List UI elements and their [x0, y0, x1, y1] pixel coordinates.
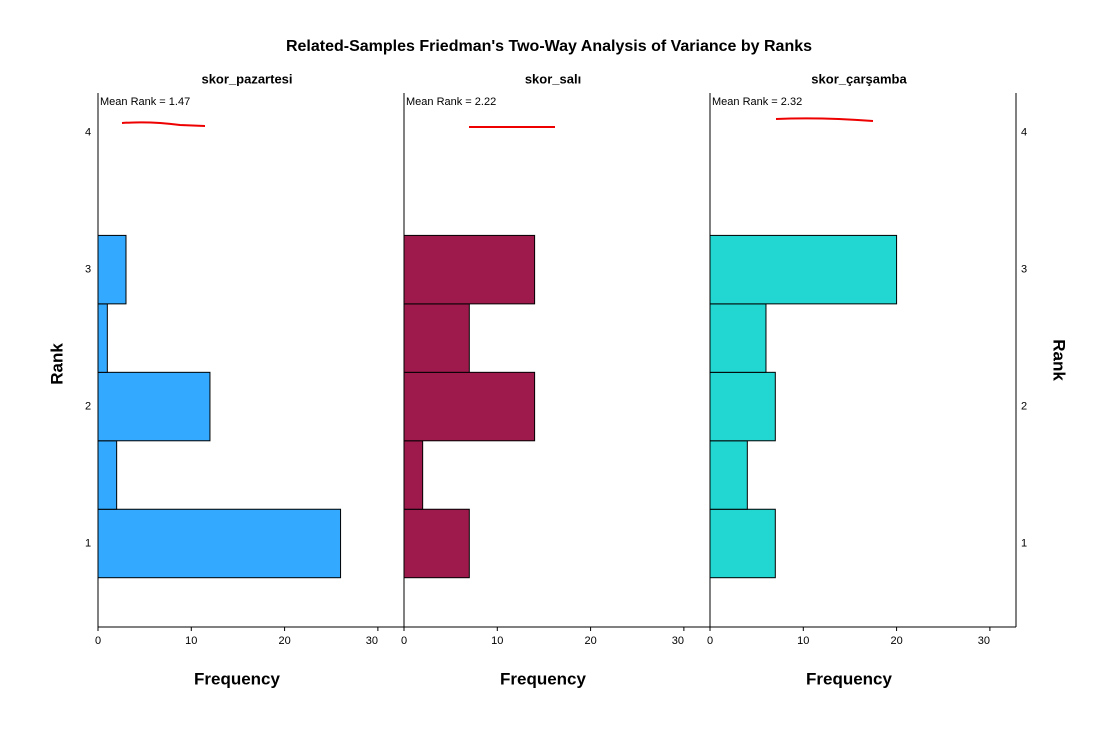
- panel-title: skor_salı: [525, 71, 581, 86]
- y-tick-label: 1: [85, 537, 91, 549]
- handwritten-mark: [775, 117, 874, 122]
- bar: [709, 234, 898, 305]
- bar: [97, 371, 211, 442]
- bar: [97, 234, 127, 305]
- x-tick-label: 0: [707, 635, 713, 647]
- bar: [403, 440, 424, 510]
- x-tick-label: 0: [95, 635, 101, 647]
- y-tick-label-right: 2: [1021, 400, 1027, 412]
- y-tick-label: 4: [85, 127, 91, 139]
- x-axis-label: Frequency: [194, 669, 281, 688]
- y-tick-label-right: 1: [1021, 537, 1027, 549]
- bar: [709, 371, 776, 442]
- x-tick-label: 0: [401, 635, 407, 647]
- bar: [709, 440, 748, 510]
- x-tick-label: 10: [185, 635, 197, 647]
- chart-title: Related-Samples Friedman's Two-Way Analy…: [286, 38, 812, 55]
- y-tick-label: 3: [85, 264, 91, 276]
- x-tick-label: 10: [797, 635, 809, 647]
- y-axis-label-right: Rank: [1050, 339, 1069, 381]
- bar: [403, 303, 470, 373]
- x-tick-label: 30: [672, 635, 684, 647]
- handwritten-mark: [121, 121, 206, 127]
- x-tick-label: 10: [491, 635, 503, 647]
- x-tick-label: 20: [890, 635, 902, 647]
- panel-title: skor_çarşamba: [811, 71, 907, 86]
- bar: [709, 303, 767, 373]
- x-tick-label: 30: [978, 635, 990, 647]
- x-tick-label: 20: [278, 635, 290, 647]
- y-tick-label-right: 3: [1021, 264, 1027, 276]
- bar: [97, 303, 108, 373]
- bar: [97, 440, 118, 510]
- y-tick-label-right: 4: [1021, 127, 1027, 139]
- bar: [403, 508, 470, 579]
- bar: [403, 234, 536, 305]
- x-tick-label: 20: [584, 635, 596, 647]
- x-axis-label: Frequency: [806, 669, 893, 688]
- x-tick-label: 30: [366, 635, 378, 647]
- annotation: Mean Rank = 1.47: [100, 96, 190, 108]
- bar: [403, 371, 536, 442]
- bar: [97, 508, 342, 579]
- annotation: Mean Rank = 2.22: [406, 96, 496, 108]
- annotation: Mean Rank = 2.32: [712, 96, 802, 108]
- bar: [709, 508, 776, 579]
- x-axis-label: Frequency: [500, 669, 587, 688]
- y-tick-label: 2: [85, 400, 91, 412]
- y-axis-label: Rank: [47, 343, 66, 385]
- panel-title: skor_pazartesi: [201, 71, 292, 86]
